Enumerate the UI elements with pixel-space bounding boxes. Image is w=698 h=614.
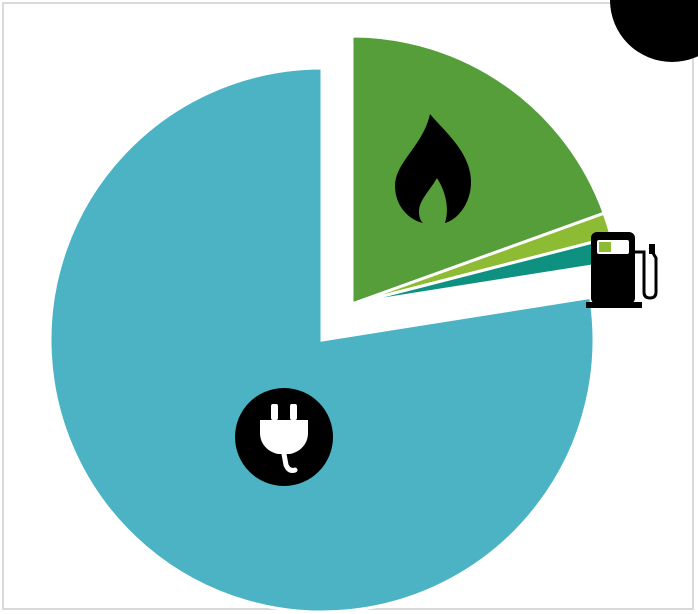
pie-slices (48, 34, 619, 614)
gas-flame-icon (395, 114, 471, 223)
pie-slice-electric-plug (48, 66, 596, 614)
fuel-pump-icon (586, 232, 658, 308)
electric-plug-icon (235, 388, 333, 486)
corner-disc-icon (610, 0, 698, 62)
pie-slice-gas-flame (350, 34, 607, 307)
